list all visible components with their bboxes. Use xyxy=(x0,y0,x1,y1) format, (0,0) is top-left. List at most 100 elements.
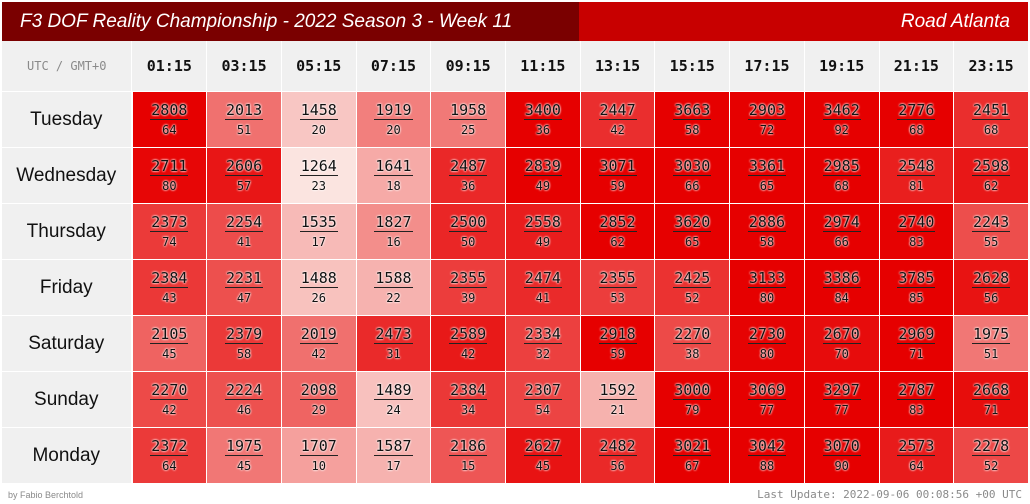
session-cell[interactable]: 2969 71 xyxy=(879,316,954,371)
session-cell[interactable]: 2670 70 xyxy=(804,316,879,371)
session-cell[interactable]: 2379 58 xyxy=(207,316,281,371)
session-cell[interactable]: 2974 66 xyxy=(804,204,879,259)
driver-count: 42 xyxy=(311,347,326,361)
session-cell[interactable]: 3042 88 xyxy=(730,428,804,483)
session-cell[interactable]: 2627 45 xyxy=(506,428,580,483)
session-cell[interactable]: 2270 42 xyxy=(132,372,207,427)
session-cell[interactable]: 1958 25 xyxy=(431,92,506,147)
session-cell[interactable]: 2985 68 xyxy=(804,148,879,203)
session-cell[interactable]: 2606 57 xyxy=(207,148,281,203)
session-cell[interactable]: 2473 31 xyxy=(356,316,431,371)
session-cell[interactable]: 3663 58 xyxy=(655,92,730,147)
session-cell[interactable]: 1458 20 xyxy=(281,92,356,147)
session-cell[interactable]: 2105 45 xyxy=(132,316,207,371)
session-cell[interactable]: 3069 77 xyxy=(730,372,804,427)
session-cell[interactable]: 2243 55 xyxy=(954,204,1028,259)
session-cell[interactable]: 2548 81 xyxy=(879,148,954,203)
session-cell[interactable]: 2372 64 xyxy=(132,428,207,483)
session-cell[interactable]: 2447 42 xyxy=(580,92,655,147)
session-cell[interactable]: 1587 17 xyxy=(356,428,431,483)
session-cell[interactable]: 2852 62 xyxy=(580,204,655,259)
session-cell[interactable]: 3070 90 xyxy=(804,428,879,483)
session-cell[interactable]: 2487 36 xyxy=(431,148,506,203)
session-cell[interactable]: 2628 56 xyxy=(954,260,1028,315)
session-cell[interactable]: 2598 62 xyxy=(954,148,1028,203)
day-row: Friday 2384 43 2231 47 1488 26 1588 22 2355 39 2474… xyxy=(2,260,1028,315)
session-cell[interactable]: 2270 38 xyxy=(655,316,730,371)
session-cell[interactable]: 1827 16 xyxy=(356,204,431,259)
session-cell[interactable]: 2886 58 xyxy=(730,204,804,259)
session-cell[interactable]: 2573 64 xyxy=(879,428,954,483)
session-cell[interactable]: 2278 52 xyxy=(954,428,1028,483)
session-cell[interactable]: 3400 36 xyxy=(506,92,580,147)
session-cell[interactable]: 3133 80 xyxy=(730,260,804,315)
day-row: Monday 2372 64 1975 45 1707 10 1587 17 2186 15 2627… xyxy=(2,428,1028,483)
session-cell[interactable]: 2740 83 xyxy=(879,204,954,259)
sof-value: 2355 xyxy=(598,269,637,288)
session-cell[interactable]: 2589 42 xyxy=(431,316,506,371)
sof-value: 2839 xyxy=(523,157,562,176)
session-cell[interactable]: 2918 59 xyxy=(580,316,655,371)
time-slot-header: 23:15 xyxy=(954,41,1028,91)
session-cell[interactable]: 3620 65 xyxy=(655,204,730,259)
session-cell[interactable]: 3386 84 xyxy=(804,260,879,315)
session-cell[interactable]: 1489 24 xyxy=(356,372,431,427)
session-cell[interactable]: 2384 43 xyxy=(132,260,207,315)
session-cell[interactable]: 1488 26 xyxy=(281,260,356,315)
session-cell[interactable]: 1592 21 xyxy=(580,372,655,427)
session-cell[interactable]: 1641 18 xyxy=(356,148,431,203)
session-cell[interactable]: 1919 20 xyxy=(356,92,431,147)
session-cell[interactable]: 3000 79 xyxy=(655,372,730,427)
session-cell[interactable]: 1975 45 xyxy=(207,428,281,483)
session-cell[interactable]: 2500 50 xyxy=(431,204,506,259)
session-cell[interactable]: 2711 80 xyxy=(132,148,207,203)
session-cell[interactable]: 2482 56 xyxy=(580,428,655,483)
session-cell[interactable]: 2558 49 xyxy=(506,204,580,259)
session-cell[interactable]: 3361 65 xyxy=(730,148,804,203)
session-cell[interactable]: 1975 51 xyxy=(954,316,1028,371)
session-cell[interactable]: 2776 68 xyxy=(879,92,954,147)
session-cell[interactable]: 1707 10 xyxy=(281,428,356,483)
session-cell[interactable]: 3297 77 xyxy=(804,372,879,427)
session-cell[interactable]: 1264 23 xyxy=(281,148,356,203)
session-cell[interactable]: 2787 83 xyxy=(879,372,954,427)
session-cell[interactable]: 2355 39 xyxy=(431,260,506,315)
session-cell[interactable]: 2808 64 xyxy=(132,92,207,147)
driver-count: 81 xyxy=(909,179,924,193)
session-cell[interactable]: 3071 59 xyxy=(580,148,655,203)
sof-value: 2307 xyxy=(523,381,562,400)
sof-value: 3070 xyxy=(822,437,861,456)
session-cell[interactable]: 2307 54 xyxy=(506,372,580,427)
session-cell[interactable]: 2425 52 xyxy=(655,260,730,315)
time-slot-header: 19:15 xyxy=(804,41,879,91)
session-cell[interactable]: 2231 47 xyxy=(207,260,281,315)
session-cell[interactable]: 3030 66 xyxy=(655,148,730,203)
session-cell[interactable]: 2355 53 xyxy=(580,260,655,315)
session-cell[interactable]: 1535 17 xyxy=(281,204,356,259)
session-cell[interactable]: 2224 46 xyxy=(207,372,281,427)
session-cell[interactable]: 2019 42 xyxy=(281,316,356,371)
session-cell[interactable]: 1588 22 xyxy=(356,260,431,315)
session-cell[interactable]: 2903 72 xyxy=(730,92,804,147)
session-cell[interactable]: 2668 71 xyxy=(954,372,1028,427)
sof-value: 3361 xyxy=(747,157,787,176)
session-cell[interactable]: 2384 34 xyxy=(431,372,506,427)
driver-count: 55 xyxy=(983,235,999,249)
session-cell[interactable]: 2254 41 xyxy=(207,204,281,259)
session-cell[interactable]: 2186 15 xyxy=(431,428,506,483)
session-cell[interactable]: 2334 32 xyxy=(506,316,580,371)
session-cell[interactable]: 2013 51 xyxy=(207,92,281,147)
session-cell[interactable]: 2839 49 xyxy=(506,148,580,203)
session-cell[interactable]: 2730 80 xyxy=(730,316,804,371)
session-cell[interactable]: 3021 67 xyxy=(655,428,730,483)
sof-value: 2670 xyxy=(822,325,861,344)
session-cell[interactable]: 2474 41 xyxy=(506,260,580,315)
driver-count: 64 xyxy=(162,123,177,137)
session-cell[interactable]: 2451 68 xyxy=(954,92,1028,147)
driver-count: 25 xyxy=(460,123,476,137)
session-cell[interactable]: 2373 74 xyxy=(132,204,207,259)
session-cell[interactable]: 2098 29 xyxy=(281,372,356,427)
session-cell[interactable]: 3462 92 xyxy=(804,92,879,147)
day-label: Saturday xyxy=(2,316,131,371)
session-cell[interactable]: 3785 85 xyxy=(879,260,954,315)
